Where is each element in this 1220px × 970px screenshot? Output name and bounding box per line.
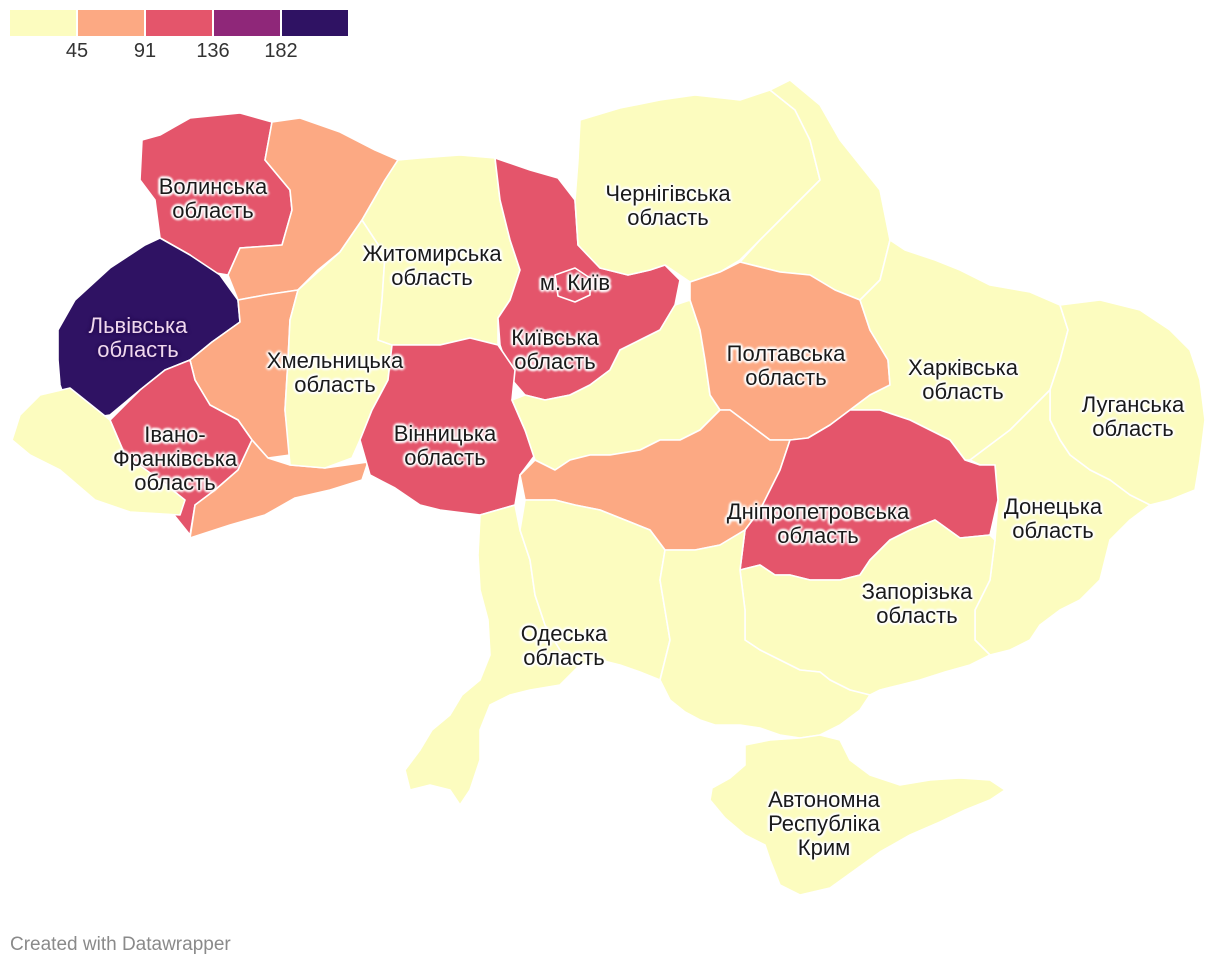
credit-text: Created with Datawrapper bbox=[10, 934, 231, 955]
region-label-poltava: Полтавська область bbox=[726, 341, 846, 390]
legend-tick: 182 bbox=[264, 40, 298, 62]
region-label-kyivcity: м. Київ bbox=[539, 270, 611, 295]
region-label-odesa: Одеська область bbox=[520, 621, 608, 670]
legend-swatch-2 bbox=[78, 10, 144, 36]
region-label-luhansk: Луганська область bbox=[1081, 392, 1185, 441]
region-vinnytsia[interactable] bbox=[359, 337, 536, 516]
legend-swatch-3 bbox=[146, 10, 212, 36]
region-label-chernihiv: Чернігівська область bbox=[605, 181, 731, 230]
legend-tick: 45 bbox=[65, 40, 89, 62]
region-label-kharkiv: Харківська область bbox=[908, 355, 1018, 404]
region-label-crimea: Автономна Республіка Крим bbox=[768, 787, 880, 860]
region-label-dnipro: Дніпропетровська область bbox=[726, 499, 910, 548]
region-label-khmelnytskyi: Хмельницька область bbox=[266, 348, 404, 397]
region-donetsk[interactable] bbox=[969, 389, 1151, 656]
region-label-kyivobl: Київська область bbox=[511, 325, 599, 374]
region-label-lviv: Львівська область bbox=[88, 313, 188, 362]
legend-tick: 136 bbox=[196, 40, 230, 62]
region-kyivcity[interactable] bbox=[554, 267, 591, 303]
region-label-donetsk: Донецька область bbox=[1003, 494, 1103, 543]
region-label-zaporizhzhia: Запорізька область bbox=[861, 579, 973, 628]
region-label-ivano: Івано- Франківська область bbox=[112, 422, 238, 495]
legend-swatch-4 bbox=[214, 10, 280, 36]
legend-swatch-5 bbox=[282, 10, 348, 36]
region-label-zhytomyr: Житомирська область bbox=[362, 241, 502, 290]
region-crimea[interactable] bbox=[709, 734, 1006, 896]
region-label-vinnytsia: Вінницька область bbox=[393, 421, 497, 470]
legend-swatch-1 bbox=[10, 10, 76, 36]
region-kherson[interactable] bbox=[659, 529, 871, 739]
region-zakarpattia[interactable] bbox=[11, 387, 186, 516]
region-label-volyn: Волинська область bbox=[158, 174, 268, 223]
legend-tick: 91 bbox=[133, 40, 157, 62]
